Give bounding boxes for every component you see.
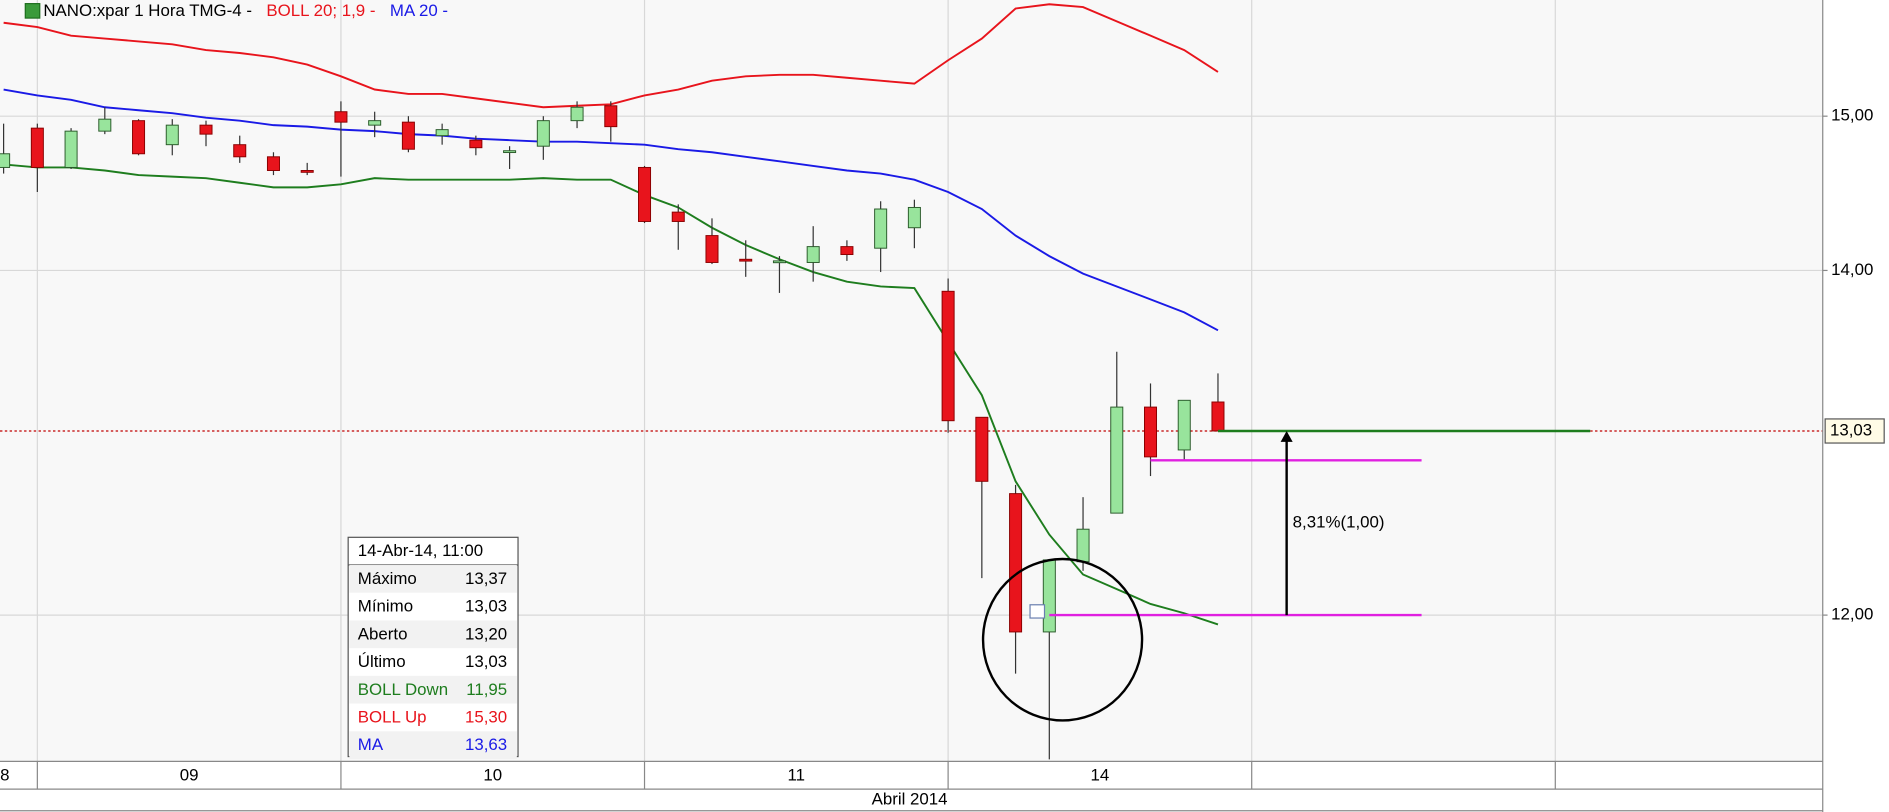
- candle-body: [840, 246, 854, 256]
- candle-body: [570, 106, 584, 122]
- legend: NANO:xpar 1 Hora TMG-4 - BOLL 20; 1,9 - MA…: [43, 2, 448, 21]
- tooltip-row-bg: [349, 675, 517, 704]
- tooltip-row-bg: [349, 620, 517, 649]
- candle-body: [132, 120, 146, 155]
- tooltip-value: 15,30: [465, 707, 507, 726]
- candle-body: [368, 120, 382, 126]
- tooltip-value: 13,20: [465, 624, 507, 643]
- candle-body: [907, 206, 921, 229]
- indicator-line: [3, 88, 1219, 332]
- candle-body: [1042, 559, 1056, 633]
- tooltip-value: 13,63: [465, 735, 507, 754]
- plot-area: [0, 0, 1823, 761]
- tooltip-title: 14-Abr-14, 11:00: [358, 541, 483, 560]
- candle-body: [1076, 528, 1090, 563]
- tooltip-label: BOLL Up: [358, 707, 427, 726]
- candle-body: [772, 260, 786, 264]
- candle-body: [165, 124, 179, 146]
- tooltip-label: BOLL Down: [358, 680, 448, 699]
- y-tick-label: 15,00: [1831, 106, 1873, 125]
- candle-body: [64, 130, 78, 168]
- candle-body: [671, 211, 685, 222]
- x-tick-label: 09: [180, 765, 199, 784]
- tooltip-value: 11,95: [466, 680, 507, 699]
- legend-item: BOLL 20; 1,9 -: [266, 2, 375, 21]
- candle-body: [266, 156, 280, 171]
- x-tick-label: 10: [483, 765, 502, 784]
- highlight-circle: [981, 557, 1144, 722]
- price-label-box: [1824, 418, 1885, 444]
- candle-body: [1009, 493, 1023, 633]
- x-tick-label: 14: [1091, 765, 1110, 784]
- candle-body: [30, 127, 44, 168]
- tooltip-label: Mínimo: [358, 597, 413, 616]
- candle-body: [98, 118, 112, 132]
- chart-title: NANO:xpar 1 Hora TMG-4 -: [43, 2, 252, 21]
- candle-body: [334, 111, 348, 123]
- candle-body: [199, 124, 213, 135]
- y-tick-label: 12,00: [1831, 605, 1873, 624]
- candle-body: [435, 129, 449, 137]
- candle-body: [941, 290, 955, 422]
- candle-body: [806, 246, 820, 263]
- candle-body: [503, 150, 517, 154]
- candle-body: [874, 208, 888, 249]
- price-label: 13,03: [1830, 420, 1872, 439]
- candle-body: [300, 170, 314, 173]
- candle-body: [638, 166, 652, 222]
- legend-item: MA 20 -: [390, 2, 448, 21]
- x-tick-label: 11: [788, 765, 806, 784]
- candle-body: [0, 153, 11, 168]
- tooltip-row-bg: [349, 565, 517, 593]
- tooltip-value: 13,37: [465, 569, 507, 588]
- tooltip-value: 13,03: [465, 652, 507, 671]
- candle-body: [233, 144, 247, 158]
- x-axis-label: Abril 2014: [872, 789, 948, 808]
- tooltip-label: Aberto: [358, 624, 408, 643]
- candle-body: [604, 105, 618, 128]
- tooltip-row-bg: [349, 731, 517, 759]
- tooltip-value: 13,03: [465, 597, 507, 616]
- candle-body: [1211, 401, 1225, 432]
- indicator-line: [3, 163, 1219, 626]
- x-tick-label: 8: [0, 765, 9, 784]
- candle-body: [1110, 406, 1124, 514]
- price-axis: [1822, 0, 1889, 812]
- measure-label: 8,31%(1,00): [1293, 512, 1385, 531]
- candle-body: [401, 121, 415, 150]
- candle-body: [1144, 406, 1158, 458]
- tooltip-label: Máximo: [358, 569, 417, 588]
- tooltip: 14-Abr-14, 11:00 Máximo 13,37 Mínimo 13,03 A…: [347, 536, 519, 759]
- y-tick-label: 14,00: [1831, 260, 1873, 279]
- symbol-icon: [24, 3, 41, 19]
- candle-body: [1177, 399, 1191, 451]
- candle-body: [536, 120, 550, 147]
- tooltip-label: MA: [358, 735, 384, 754]
- candle-body: [469, 139, 483, 149]
- candle-body: [975, 416, 989, 482]
- candle-body: [739, 258, 753, 262]
- tooltip-label: Último: [358, 652, 406, 671]
- marks: 8,31%(1,00): [0, 3, 1823, 760]
- marker-icon: [1029, 604, 1046, 619]
- grid: [0, 0, 1823, 762]
- measure-arrowhead: [1280, 430, 1293, 442]
- candle-body: [705, 235, 719, 263]
